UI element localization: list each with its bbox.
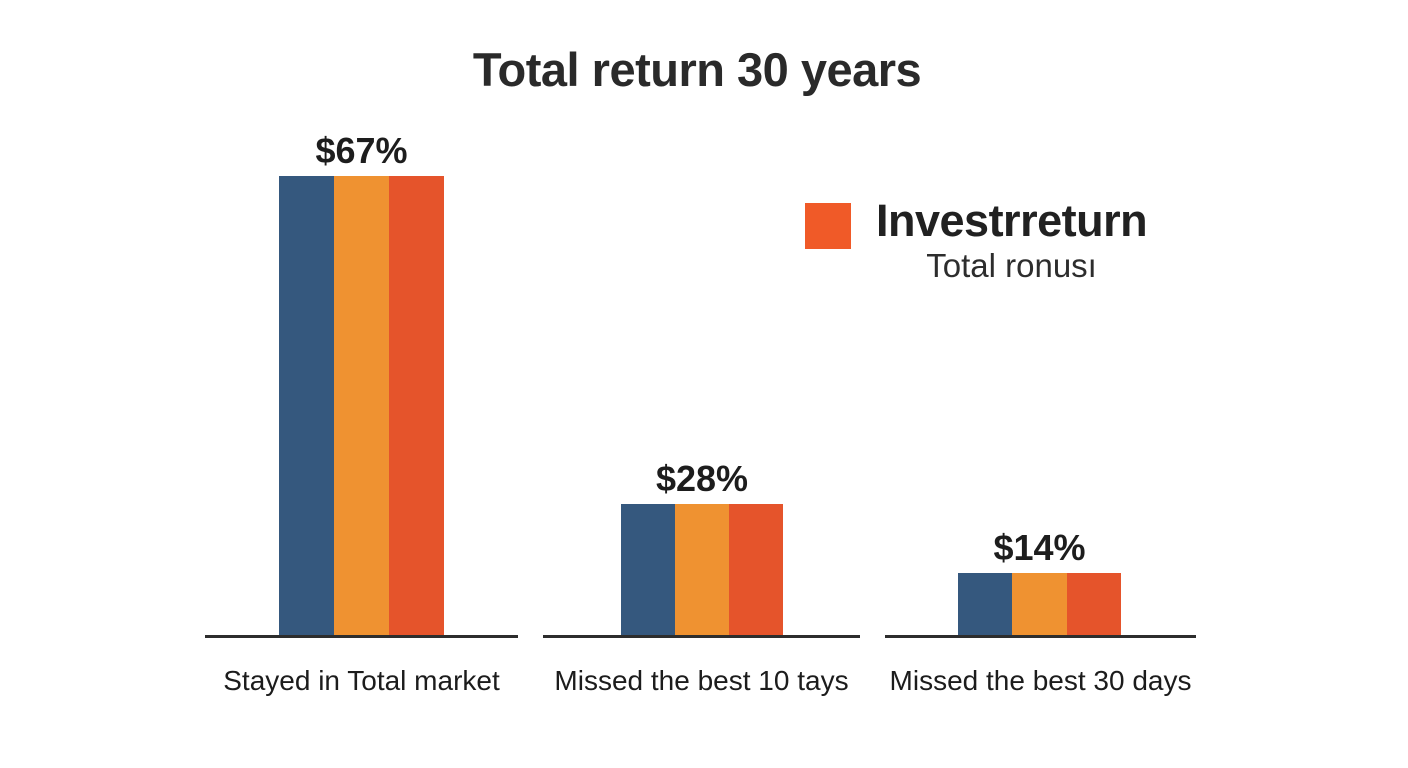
x-axis-segment: [205, 635, 518, 638]
x-axis-segment: [885, 635, 1196, 638]
bar-1: [279, 176, 444, 635]
category-label: Stayed in Total market: [223, 665, 500, 696]
bar-segment-blue: [958, 573, 1013, 635]
legend-sublabel: Total ronusı: [926, 246, 1097, 284]
category-label: Missed the best 30 days: [889, 665, 1192, 696]
x-axis-segment: [543, 635, 860, 638]
legend-label: Investrreturn: [876, 195, 1148, 246]
bar-segment-blue: [621, 504, 675, 635]
legend-text: Investrreturn Total ronusı: [876, 195, 1148, 285]
bar-3: [958, 573, 1121, 635]
bar-segment-orange: [675, 504, 729, 635]
chart-title: Total return 30 years: [472, 43, 922, 96]
bar-segment-blue: [279, 176, 334, 635]
category-label: Missed the best 10 tays: [554, 665, 849, 696]
bar-2: [621, 504, 783, 635]
bar-value-label: $28%: [655, 458, 749, 499]
bar-segment-red-orange: [729, 504, 783, 635]
bar-segment-red-orange: [389, 176, 444, 635]
bar-segment-orange: [334, 176, 389, 635]
bar-segment-red-orange: [1066, 573, 1121, 635]
legend: Investrreturn Total ronusı: [805, 195, 1148, 285]
bar-value-label: $67%: [315, 130, 408, 171]
legend-swatch-icon: [805, 203, 851, 249]
bar-value-label: $14%: [993, 527, 1086, 568]
bar-segment-orange: [1012, 573, 1067, 635]
